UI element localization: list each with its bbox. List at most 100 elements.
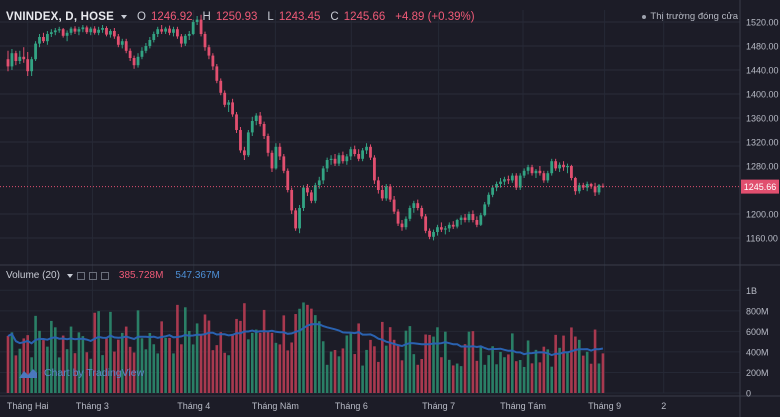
chevron-down-icon[interactable] xyxy=(121,15,127,19)
high-label: H xyxy=(202,11,211,23)
volume-bar xyxy=(128,346,132,393)
volume-bar xyxy=(34,315,37,393)
candle-body xyxy=(369,146,372,158)
volume-bar xyxy=(298,308,301,393)
candle-body xyxy=(357,154,361,159)
volume-bar xyxy=(152,344,156,393)
volume-bar xyxy=(203,314,207,393)
price-tick-label: 1480.00 xyxy=(746,42,779,52)
candle-body xyxy=(309,192,313,201)
volume-axis[interactable]: 1B 800M 600M 400M 200M 0 xyxy=(746,286,769,399)
volume-tick-label: 400M xyxy=(746,347,769,357)
volume-bar xyxy=(81,336,85,393)
volume-bar xyxy=(223,352,226,393)
volume-bar xyxy=(109,311,112,393)
candle-body xyxy=(436,227,439,232)
volume-bar xyxy=(416,364,420,393)
price-tick-label: 1160.00 xyxy=(746,234,778,244)
volume-bar xyxy=(329,351,333,393)
volume-bar xyxy=(463,344,467,393)
candle-body xyxy=(317,180,321,186)
candle-body xyxy=(471,214,475,220)
volume-bar xyxy=(65,349,69,393)
volume-bar xyxy=(455,363,459,393)
eye-icon[interactable] xyxy=(76,271,85,280)
volume-bar xyxy=(333,350,337,393)
volume-ma-series xyxy=(7,323,604,357)
candle-body xyxy=(109,31,112,35)
candle-body xyxy=(585,184,589,188)
time-tick-label: Tháng 3 xyxy=(76,401,109,411)
candle-body xyxy=(215,66,219,81)
candle-body xyxy=(61,29,65,36)
volume-bar xyxy=(597,363,601,393)
candle-body xyxy=(577,185,581,192)
candle-body xyxy=(384,186,388,199)
volume-bar xyxy=(294,314,297,393)
symbol-title[interactable]: VNINDEX, D, HOSE xyxy=(6,11,114,23)
close-icon[interactable] xyxy=(100,271,109,280)
volume-bar xyxy=(507,354,510,393)
candle-body xyxy=(18,56,22,61)
volume-bar xyxy=(499,351,502,393)
candle-body xyxy=(554,161,558,169)
volume-bar xyxy=(124,326,128,393)
legend-header[interactable]: VNINDEX, D, HOSE O 1246.92 H 1250.93 L 1… xyxy=(6,9,475,25)
candle-body xyxy=(105,28,108,35)
candle-body xyxy=(176,29,179,37)
volume-bar xyxy=(77,332,81,393)
candle-body xyxy=(144,46,148,51)
candle-body xyxy=(400,223,404,228)
settings-icon[interactable] xyxy=(88,271,97,280)
candle-body xyxy=(475,220,479,225)
volume-bar xyxy=(593,329,597,393)
volume-bars xyxy=(6,302,605,393)
chevron-down-icon[interactable] xyxy=(66,273,73,278)
candle-body xyxy=(266,136,270,153)
volume-bar xyxy=(282,315,286,393)
candle-body xyxy=(168,28,171,33)
candle-body xyxy=(101,28,104,30)
candle-body xyxy=(321,168,325,181)
price-candles xyxy=(6,14,605,241)
volume-title[interactable]: Volume (20) xyxy=(6,270,60,281)
candle-body xyxy=(325,160,329,169)
volume-bar xyxy=(440,357,443,393)
candle-body xyxy=(506,179,510,181)
volume-bar xyxy=(444,331,447,393)
candle-body xyxy=(546,173,550,181)
price-axis[interactable]: 1520.00 1480.00 1440.00 1400.00 1360.00 1320.… xyxy=(746,18,779,244)
volume-bar xyxy=(207,320,211,393)
candle-body xyxy=(416,203,420,208)
candle-body xyxy=(183,35,187,44)
candle-body xyxy=(558,164,561,169)
volume-bar xyxy=(262,309,266,393)
volume-bar xyxy=(211,350,215,393)
volume-bar xyxy=(585,351,589,393)
volume-bar xyxy=(247,339,250,393)
candle-body xyxy=(227,102,231,105)
candle-body xyxy=(483,204,487,216)
time-axis[interactable]: Tháng Hai Tháng 3 Tháng 4 Tháng Năm Tháng 6 T… xyxy=(7,401,666,411)
market-status-text: Thị trường đóng cửa xyxy=(650,11,738,22)
volume-bar xyxy=(522,366,526,393)
candle-body xyxy=(73,28,77,32)
volume-bar xyxy=(105,338,108,393)
candle-body xyxy=(581,185,585,188)
candle-body xyxy=(286,170,290,190)
candle-body xyxy=(542,173,546,181)
volume-legend[interactable]: Volume (20) 385.728M 547.367M xyxy=(6,269,220,282)
candle-body xyxy=(518,175,522,188)
candle-body xyxy=(89,28,93,33)
volume-ma-value: 547.367M xyxy=(175,270,220,281)
candle-body xyxy=(124,41,128,51)
volume-bar xyxy=(14,355,18,393)
candle-body xyxy=(203,34,207,48)
candle-body xyxy=(235,114,238,130)
volume-bar xyxy=(172,353,175,393)
price-tick-label: 1320.00 xyxy=(746,138,779,148)
tradingview-branding[interactable]: Chart by TradingView xyxy=(18,367,144,379)
candle-body xyxy=(69,28,73,33)
candle-body xyxy=(10,53,14,67)
